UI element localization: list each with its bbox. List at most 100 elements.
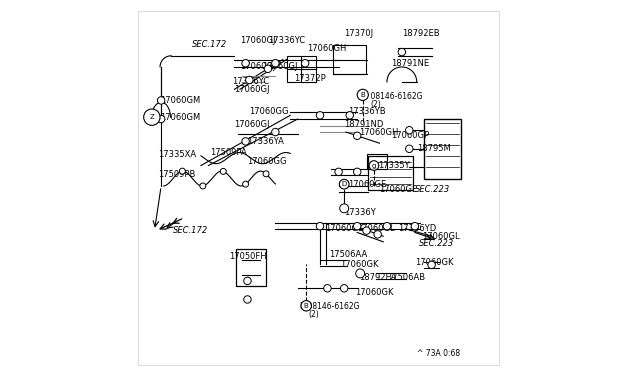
Circle shape [353,168,361,176]
Circle shape [363,227,370,234]
Circle shape [340,285,348,292]
Circle shape [356,269,365,278]
Text: 17060GM: 17060GM [160,113,200,122]
Circle shape [357,89,369,100]
Bar [236,249,266,286]
Circle shape [340,204,349,213]
Text: 17060GM: 17060GM [160,96,200,105]
Text: 17336YC: 17336YC [232,77,269,86]
Circle shape [346,112,353,119]
Circle shape [244,296,251,303]
Text: 17060GK: 17060GK [355,288,394,296]
Text: 17372P: 17372P [294,74,326,83]
Text: (2): (2) [370,100,381,109]
Text: 17060GL: 17060GL [422,232,460,241]
Circle shape [246,76,253,84]
Text: 18795M: 18795M [417,144,451,153]
Circle shape [157,97,165,104]
Circle shape [243,181,248,187]
Circle shape [242,138,250,145]
Text: 17050FH: 17050FH [229,252,266,261]
Bar [367,154,387,169]
Circle shape [244,277,251,285]
Text: 17060GG: 17060GG [248,157,287,166]
Text: 17060GH: 17060GH [359,128,399,137]
Text: 18792EA: 18792EA [359,273,397,282]
Text: B: B [304,303,308,309]
Text: SEC.172: SEC.172 [173,226,208,235]
Circle shape [324,285,331,292]
Text: 17506AB: 17506AB [387,273,425,282]
Circle shape [242,60,250,67]
Circle shape [428,261,435,269]
Text: 17509PB: 17509PB [158,170,196,179]
Bar [287,56,316,82]
Text: 17336YA: 17336YA [248,137,284,146]
Circle shape [335,168,342,176]
Text: 17506AA: 17506AA [330,250,367,259]
Bar [424,119,461,179]
Text: Z: Z [149,114,154,120]
Text: g: g [372,163,376,169]
Circle shape [179,168,186,174]
Text: 17370J: 17370J [344,29,373,38]
Circle shape [301,301,312,311]
Circle shape [220,169,227,174]
Text: 17509PA: 17509PA [211,148,247,157]
Circle shape [157,115,165,123]
Text: SEC.223: SEC.223 [415,185,450,194]
Text: 17060GJ: 17060GJ [262,62,298,71]
Text: 17060GL: 17060GL [357,224,395,233]
Text: 17336Y: 17336Y [344,208,376,217]
Circle shape [143,109,160,125]
Text: B 08146-6162G: B 08146-6162G [300,302,359,311]
Text: 17335XA: 17335XA [158,150,196,159]
Circle shape [271,60,279,67]
Circle shape [353,222,361,230]
Circle shape [383,222,390,230]
Circle shape [398,48,406,56]
Text: 17060GJ: 17060GJ [234,120,270,129]
Circle shape [406,145,413,153]
Text: 17060GG: 17060GG [250,107,289,116]
Circle shape [264,65,271,73]
Circle shape [406,126,413,134]
Text: 17336YD: 17336YD [398,224,436,233]
Text: (2): (2) [309,310,319,319]
Text: 17336YC: 17336YC [268,36,305,45]
Text: 17060GH: 17060GH [307,44,346,53]
Text: 17060GE: 17060GE [348,180,386,189]
Text: 17060GK: 17060GK [340,260,379,269]
Text: 18791NE: 18791NE [390,59,429,68]
Text: ^ 73A 0:68: ^ 73A 0:68 [417,349,460,358]
Circle shape [200,183,206,189]
Circle shape [339,179,349,189]
Text: D: D [342,181,347,187]
Circle shape [301,60,309,67]
Text: B 08146-6162G: B 08146-6162G [363,92,422,101]
Text: 18792EB: 18792EB [402,29,440,38]
Text: B: B [360,92,365,98]
Circle shape [263,171,269,177]
Text: 17060GK: 17060GK [415,258,453,267]
Text: 17060GK: 17060GK [326,224,364,233]
Circle shape [374,231,381,238]
Text: 17060GJ: 17060GJ [240,36,275,45]
Circle shape [316,222,324,230]
Circle shape [411,222,419,230]
Circle shape [369,161,379,170]
Text: 17060GJ: 17060GJ [234,85,270,94]
Text: 17060GE: 17060GE [380,185,418,194]
Circle shape [271,128,279,136]
Bar [333,45,367,74]
Text: SEC.223: SEC.223 [419,239,454,248]
Bar [369,156,413,190]
Circle shape [316,112,324,119]
Text: 17060GP: 17060GP [390,131,429,140]
Circle shape [353,132,361,140]
Text: SEC.172: SEC.172 [191,40,227,49]
Text: 17060GJ: 17060GJ [240,62,275,71]
Text: 17335Y: 17335Y [378,161,410,170]
Text: 18791ND: 18791ND [344,120,383,129]
Text: 17336YB: 17336YB [348,107,385,116]
